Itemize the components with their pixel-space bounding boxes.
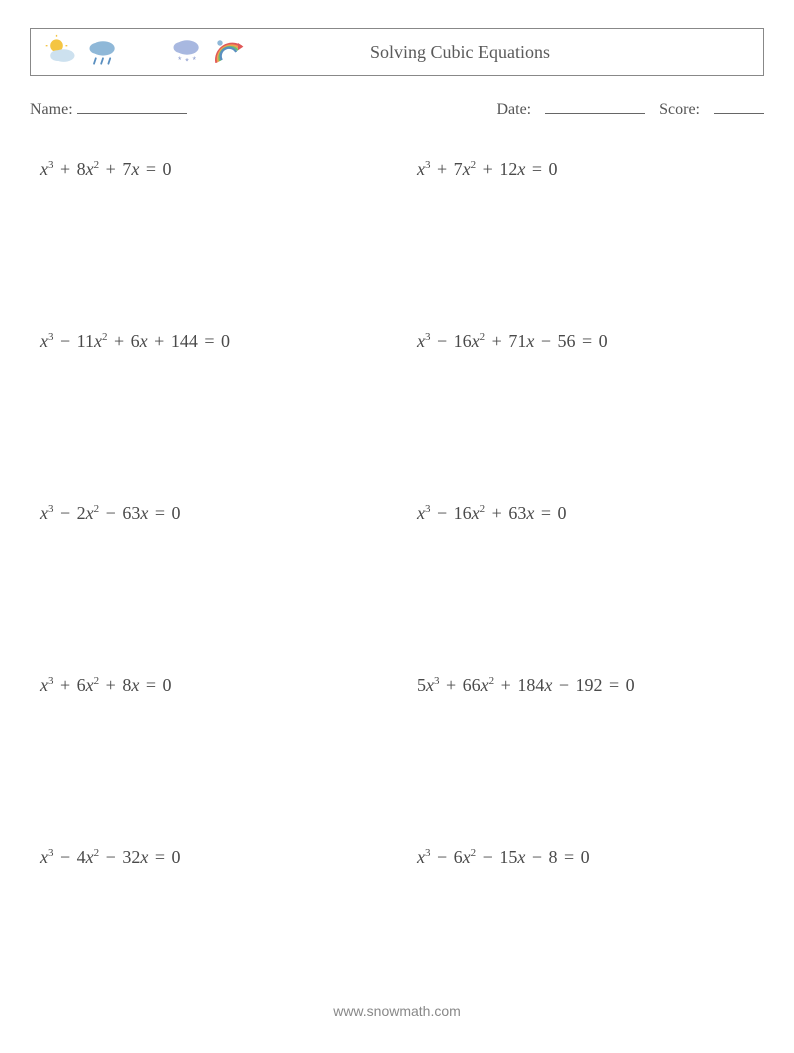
equation-0-0: x3 + 8x2 + 7x = 0 [40, 159, 377, 311]
weather-icons: * * * [31, 34, 247, 70]
rainbow-icon [211, 34, 247, 70]
equation-0-1: x3 + 7x2 + 12x = 0 [417, 159, 754, 311]
footer-url: www.snowmath.com [0, 1003, 794, 1019]
equation-1-0: x3 − 11x2 + 6x + 144 = 0 [40, 331, 377, 483]
svg-text:*: * [192, 55, 196, 65]
score-blank[interactable] [714, 98, 764, 114]
equation-2-0: x3 − 2x2 − 63x = 0 [40, 503, 377, 655]
svg-text:*: * [178, 55, 182, 65]
date-label: Date: [496, 101, 531, 119]
equation-3-0: x3 + 6x2 + 8x = 0 [40, 675, 377, 827]
snow-cloud-icon: * * * [169, 34, 205, 70]
worksheet-header: * * * Solving Cubic Equations [30, 28, 764, 76]
score-label: Score: [659, 101, 700, 119]
svg-text:*: * [185, 57, 189, 67]
problems-grid: x3 + 8x2 + 7x = 0 x3 + 7x2 + 12x = 0 x3 − … [30, 159, 764, 999]
moon-icon [127, 34, 163, 70]
name-label: Name: [30, 101, 73, 119]
equation-1-1: x3 − 16x2 + 71x − 56 = 0 [417, 331, 754, 483]
name-blank[interactable] [77, 98, 187, 114]
worksheet-title: Solving Cubic Equations [247, 42, 763, 63]
equation-3-1: 5x3 + 66x2 + 184x − 192 = 0 [417, 675, 754, 827]
equation-4-1: x3 − 6x2 − 15x − 8 = 0 [417, 847, 754, 999]
info-row: Name: Date: Score: [30, 98, 764, 119]
date-blank[interactable] [545, 98, 645, 114]
equation-4-0: x3 − 4x2 − 32x = 0 [40, 847, 377, 999]
equation-2-1: x3 − 16x2 + 63x = 0 [417, 503, 754, 655]
rain-cloud-icon [85, 34, 121, 70]
sun-cloud-icon [43, 34, 79, 70]
